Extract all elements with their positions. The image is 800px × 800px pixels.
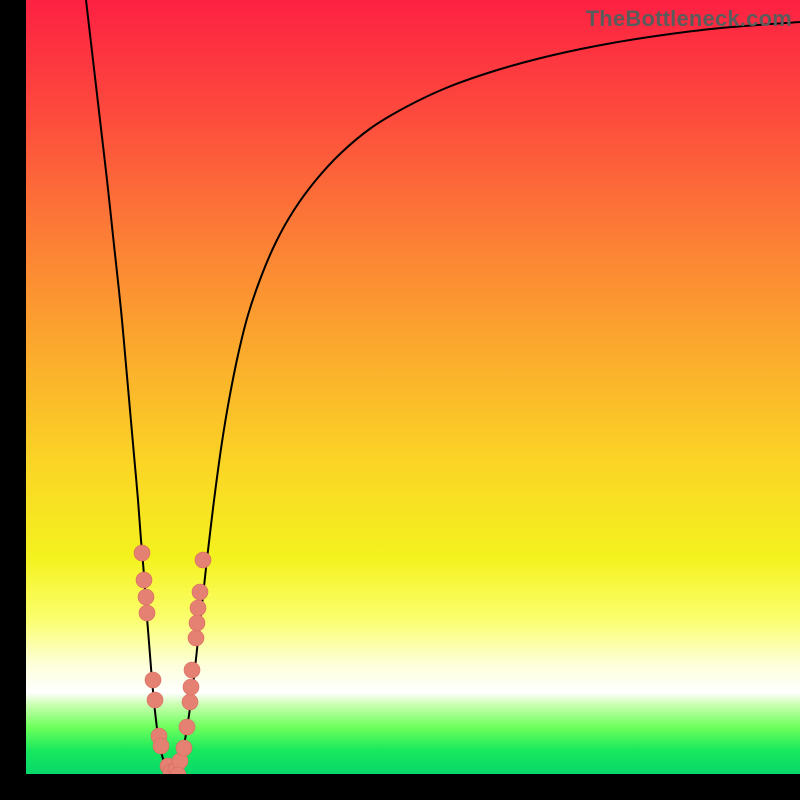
data-marker (176, 740, 192, 756)
data-marker (190, 600, 206, 616)
data-marker (183, 679, 199, 695)
data-marker (147, 692, 163, 708)
curve-left-branch (86, 0, 172, 774)
data-marker (189, 615, 205, 631)
data-marker (145, 672, 161, 688)
data-marker (192, 584, 208, 600)
data-marker (138, 589, 154, 605)
data-markers (134, 545, 211, 774)
plot-area: TheBottleneck.com (26, 0, 800, 774)
data-marker (179, 719, 195, 735)
data-marker (134, 545, 150, 561)
chart-frame: TheBottleneck.com (0, 0, 800, 800)
data-marker (188, 630, 204, 646)
data-marker (136, 572, 152, 588)
watermark-text: TheBottleneck.com (586, 6, 792, 32)
data-marker (153, 738, 169, 754)
data-marker (184, 662, 200, 678)
data-marker (182, 694, 198, 710)
data-marker (195, 552, 211, 568)
chart-svg (26, 0, 800, 774)
data-marker (139, 605, 155, 621)
curve-right-branch (172, 22, 800, 774)
